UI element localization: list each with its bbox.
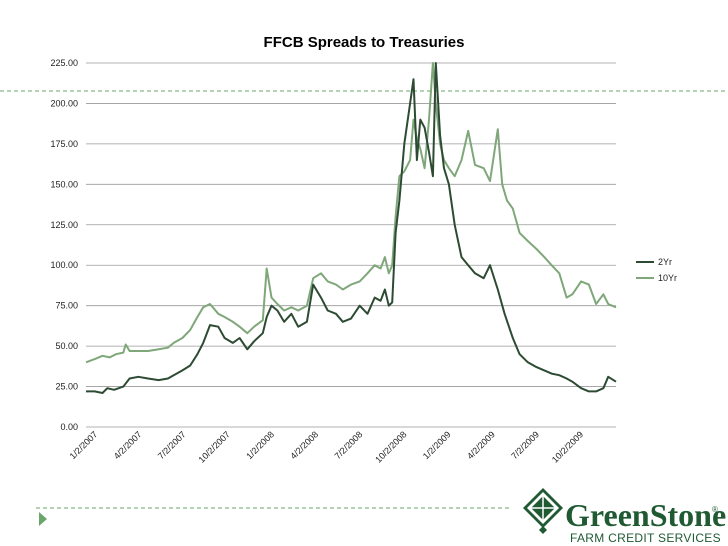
chart-title: FFCB Spreads to Treasuries [264, 34, 465, 51]
x-tick-label: 4/2/2008 [288, 429, 320, 461]
y-tick-label: 50.00 [55, 341, 78, 351]
x-tick-label: 1/2/2008 [244, 429, 276, 461]
x-tick-label: 10/2/2008 [373, 429, 408, 464]
y-tick-label: 0.00 [60, 422, 78, 432]
y-axis-ticks: 0.00 25.00 50.00 75.00 100.00 125.00 150.00 175… [50, 58, 78, 432]
y-tick-label: 175.00 [50, 139, 78, 149]
y-tick-label: 225.00 [50, 58, 78, 68]
x-tick-label: 4/2/2007 [112, 429, 144, 461]
x-tick-label: 4/2/2009 [465, 429, 497, 461]
greenstone-logo: GreenStone ® FARM CREDIT SERVICES [523, 488, 726, 545]
legend-label: 10Yr [658, 273, 677, 283]
x-tick-label: 7/2/2008 [333, 429, 365, 461]
gridlines [86, 62, 616, 428]
y-tick-label: 125.00 [50, 220, 78, 230]
play-arrow-icon[interactable] [39, 512, 47, 526]
x-tick-label: 10/2/2007 [197, 429, 232, 464]
logo-tagline: FARM CREDIT SERVICES [570, 531, 721, 545]
series-line-10yr [85, 62, 617, 364]
legend-label: 2Yr [658, 257, 672, 267]
greenstone-diamond-icon [523, 488, 563, 534]
y-tick-label: 75.00 [55, 301, 78, 311]
legend: 2Yr 10Yr [636, 257, 677, 283]
registered-mark: ® [712, 505, 718, 514]
y-tick-label: 150.00 [50, 179, 78, 189]
x-tick-label: 1/2/2009 [421, 429, 453, 461]
y-tick-label: 25.00 [55, 382, 78, 392]
logo-name-part1: Green [565, 497, 650, 533]
series-line-2yr [86, 62, 617, 394]
x-tick-label: 1/2/2007 [68, 429, 100, 461]
y-tick-label: 200.00 [50, 98, 78, 108]
series-lines [85, 62, 617, 394]
logo-name-part2: Stone [650, 497, 726, 533]
y-tick-label: 100.00 [50, 260, 78, 270]
x-tick-label: 10/2/2009 [550, 429, 585, 464]
logo-wordmark: GreenStone [565, 497, 726, 533]
x-tick-label: 7/2/2009 [509, 429, 541, 461]
x-axis-ticks: 1/2/2007 4/2/2007 7/2/2007 10/2/2007 1/2/200… [68, 429, 586, 464]
x-tick-label: 7/2/2007 [156, 429, 188, 461]
